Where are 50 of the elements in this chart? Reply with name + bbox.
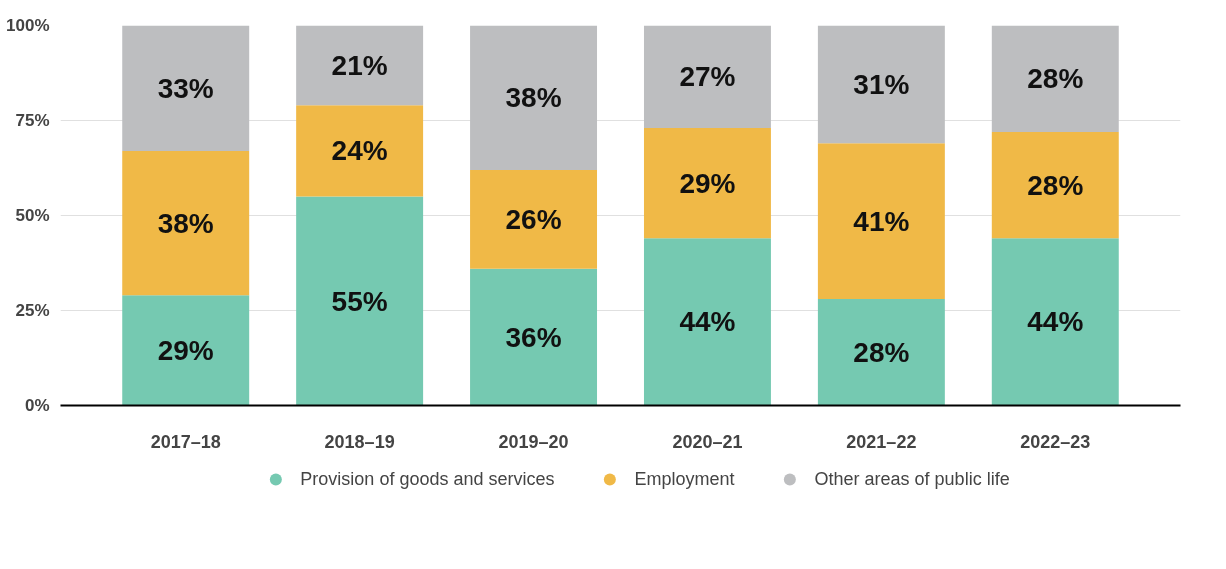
legend-label: Provision of goods and services: [300, 468, 555, 490]
data-label: 38%: [505, 82, 562, 114]
bar: [991, 238, 1119, 406]
bar: [817, 299, 945, 406]
y-tick-label: 25%: [15, 301, 50, 320]
x-tick-label: 2021–22: [846, 431, 917, 452]
bar: [296, 105, 424, 197]
bar: [470, 169, 598, 269]
bar: [122, 295, 250, 406]
bar: [122, 25, 250, 151]
data-label: 28%: [1027, 63, 1084, 95]
bar: [470, 25, 598, 170]
legend-label: Other areas of public life: [814, 468, 1010, 490]
data-label: 26%: [505, 203, 562, 235]
data-label: 28%: [1027, 169, 1084, 201]
data-label: 44%: [679, 306, 736, 338]
bar: [817, 143, 945, 300]
data-label: 36%: [505, 321, 562, 353]
x-tick-label: 2017–18: [150, 431, 221, 452]
bar: [991, 131, 1119, 239]
data-label: 24%: [331, 135, 388, 167]
x-tick-label: 2020–21: [672, 431, 743, 452]
data-label: 44%: [1027, 306, 1084, 338]
x-tick-label: 2018–19: [324, 431, 395, 452]
bar: [122, 150, 250, 296]
data-label: 38%: [157, 207, 214, 239]
x-tick-label: 2022–23: [1020, 431, 1091, 452]
legend-label: Employment: [634, 468, 735, 490]
bar: [991, 25, 1119, 132]
data-label: 28%: [853, 336, 910, 368]
bar: [643, 238, 771, 406]
bar: [296, 196, 424, 406]
bar: [296, 25, 424, 106]
data-label: 41%: [853, 205, 910, 237]
data-label: 33%: [157, 72, 214, 104]
y-tick-label: 100%: [6, 16, 50, 35]
y-tick-label: 50%: [15, 206, 50, 225]
y-tick-label: 75%: [15, 111, 50, 130]
bar: [643, 25, 771, 129]
x-tick-label: 2019–20: [498, 431, 569, 452]
bar: [817, 25, 945, 144]
data-label: 27%: [679, 61, 736, 93]
data-label: 29%: [157, 334, 214, 366]
bar: [470, 268, 598, 406]
y-tick-label: 0%: [24, 396, 50, 415]
data-label: 29%: [679, 167, 736, 199]
bar: [643, 128, 771, 239]
data-label: 31%: [853, 68, 910, 100]
data-label: 55%: [331, 285, 388, 317]
data-label: 21%: [331, 49, 388, 81]
